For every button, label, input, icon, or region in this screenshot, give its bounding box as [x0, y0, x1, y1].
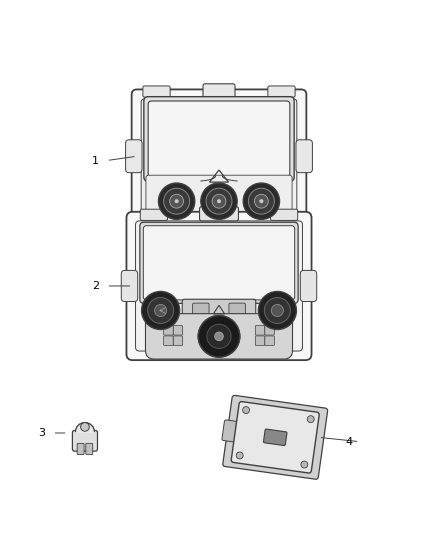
- Text: 3: 3: [38, 428, 45, 438]
- FancyBboxPatch shape: [146, 175, 292, 217]
- FancyBboxPatch shape: [265, 336, 274, 345]
- FancyBboxPatch shape: [141, 99, 297, 214]
- Circle shape: [207, 324, 231, 349]
- Circle shape: [307, 416, 314, 423]
- Circle shape: [155, 304, 167, 317]
- FancyBboxPatch shape: [255, 326, 265, 335]
- Text: 4: 4: [345, 437, 352, 447]
- FancyBboxPatch shape: [77, 443, 84, 455]
- FancyBboxPatch shape: [265, 326, 274, 335]
- FancyBboxPatch shape: [222, 420, 237, 442]
- FancyBboxPatch shape: [140, 222, 298, 303]
- FancyBboxPatch shape: [173, 336, 183, 345]
- Circle shape: [271, 304, 283, 317]
- FancyBboxPatch shape: [143, 86, 170, 97]
- FancyBboxPatch shape: [121, 270, 138, 302]
- Circle shape: [236, 452, 243, 459]
- FancyBboxPatch shape: [173, 326, 183, 335]
- Circle shape: [243, 407, 250, 414]
- Circle shape: [248, 188, 274, 214]
- Circle shape: [214, 331, 224, 342]
- Circle shape: [301, 461, 308, 468]
- Circle shape: [198, 316, 240, 357]
- Circle shape: [206, 188, 232, 214]
- FancyBboxPatch shape: [72, 430, 98, 451]
- Circle shape: [141, 292, 180, 329]
- FancyBboxPatch shape: [132, 90, 306, 223]
- FancyBboxPatch shape: [268, 86, 295, 97]
- Circle shape: [198, 316, 240, 357]
- FancyBboxPatch shape: [193, 303, 209, 318]
- FancyBboxPatch shape: [164, 336, 173, 345]
- Circle shape: [159, 183, 195, 220]
- FancyBboxPatch shape: [164, 326, 173, 335]
- FancyBboxPatch shape: [143, 225, 295, 300]
- Text: 2: 2: [92, 281, 99, 291]
- Circle shape: [217, 335, 221, 338]
- FancyBboxPatch shape: [203, 84, 235, 99]
- FancyBboxPatch shape: [140, 209, 168, 221]
- FancyBboxPatch shape: [148, 101, 290, 177]
- Circle shape: [212, 195, 226, 208]
- FancyBboxPatch shape: [126, 140, 142, 173]
- Circle shape: [170, 195, 184, 208]
- Circle shape: [205, 322, 233, 350]
- FancyBboxPatch shape: [270, 209, 298, 221]
- Circle shape: [217, 199, 221, 203]
- FancyBboxPatch shape: [86, 443, 93, 455]
- Circle shape: [265, 297, 290, 324]
- FancyBboxPatch shape: [182, 299, 256, 322]
- Circle shape: [258, 292, 297, 329]
- Circle shape: [260, 199, 263, 203]
- FancyBboxPatch shape: [300, 270, 317, 302]
- FancyBboxPatch shape: [144, 96, 294, 181]
- Circle shape: [148, 297, 173, 324]
- Circle shape: [254, 195, 268, 208]
- FancyBboxPatch shape: [223, 395, 328, 479]
- FancyBboxPatch shape: [145, 313, 293, 359]
- Circle shape: [81, 423, 89, 431]
- FancyBboxPatch shape: [255, 336, 265, 345]
- Circle shape: [175, 199, 178, 203]
- FancyBboxPatch shape: [127, 212, 311, 360]
- FancyBboxPatch shape: [264, 429, 287, 446]
- Circle shape: [215, 332, 223, 341]
- Circle shape: [243, 183, 279, 220]
- Polygon shape: [75, 423, 95, 432]
- FancyBboxPatch shape: [229, 303, 245, 318]
- FancyBboxPatch shape: [231, 401, 319, 473]
- Circle shape: [164, 188, 190, 214]
- FancyBboxPatch shape: [200, 207, 238, 221]
- Text: 1: 1: [92, 156, 99, 166]
- FancyBboxPatch shape: [135, 221, 303, 351]
- FancyBboxPatch shape: [296, 140, 312, 173]
- Circle shape: [201, 183, 237, 220]
